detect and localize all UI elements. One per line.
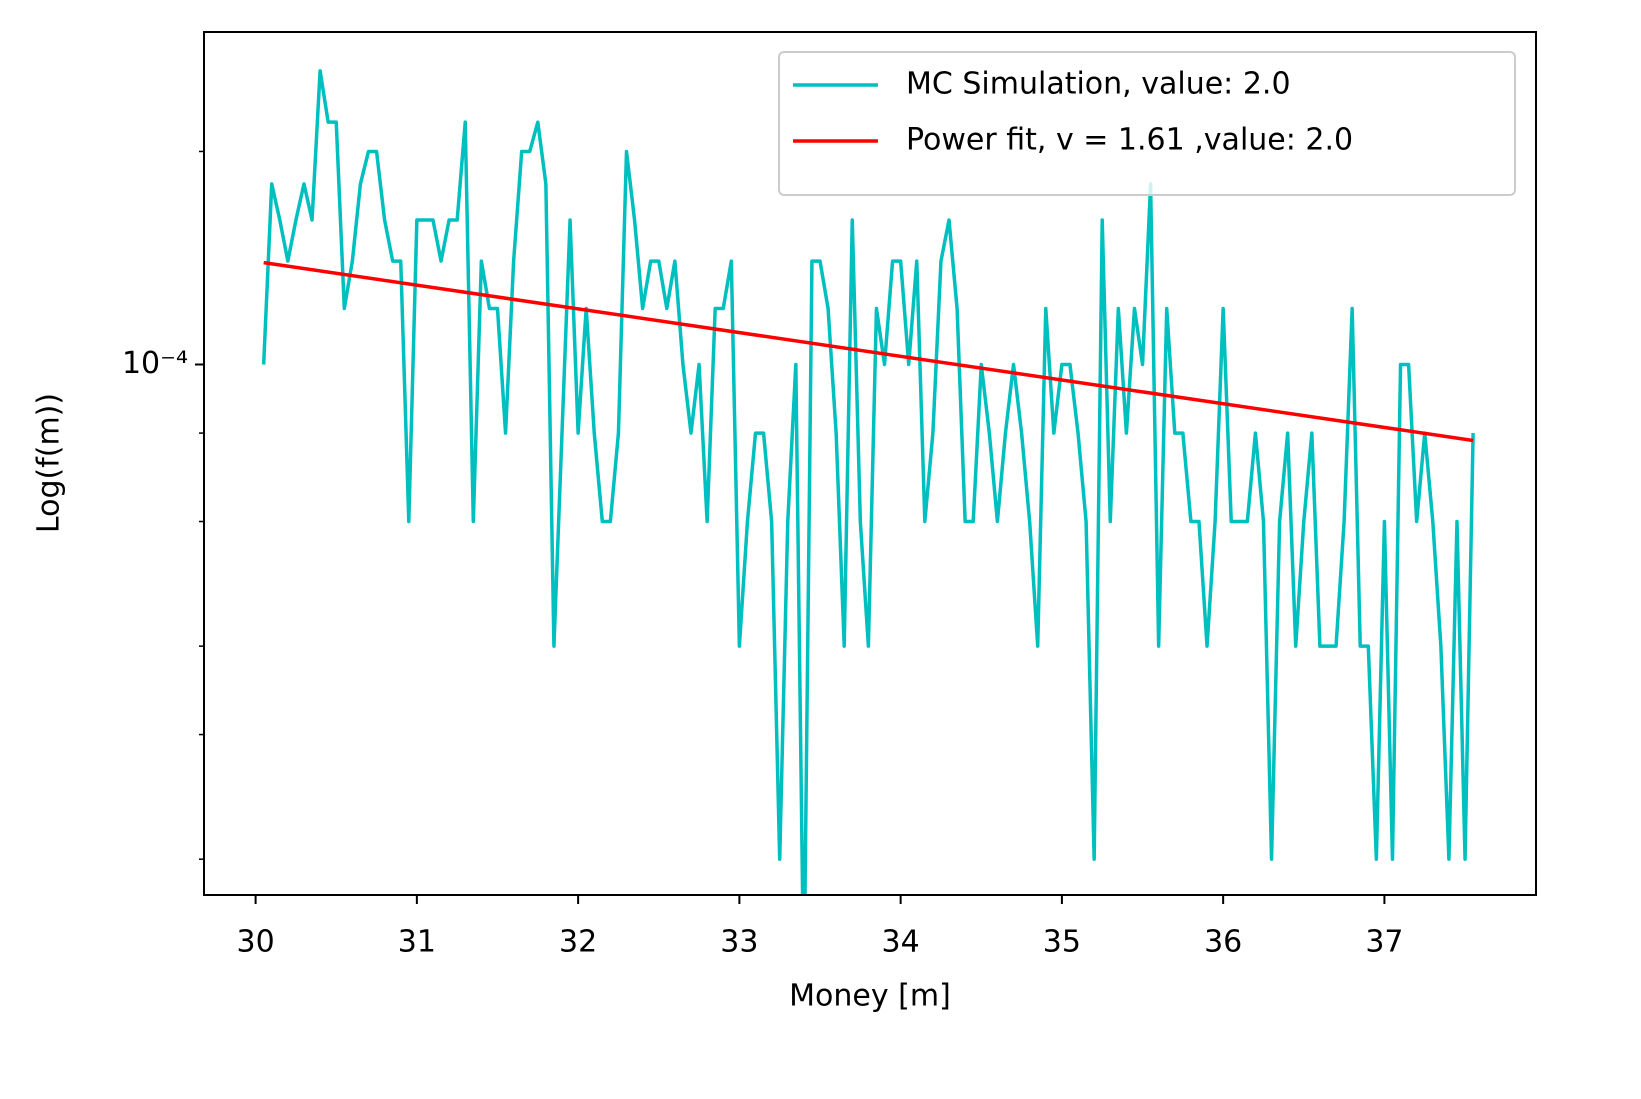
x-tick-label: 30 xyxy=(237,925,275,960)
legend-label: MC Simulation, value: 2.0 xyxy=(906,67,1291,102)
legend-box xyxy=(778,51,1516,196)
plot-area xyxy=(261,69,1475,895)
x-tick-label: 36 xyxy=(1204,925,1242,960)
y-tick-label: 10⁻⁴ xyxy=(122,346,188,381)
y-axis-label: Log(f(m)) xyxy=(32,393,67,533)
x-tick-label: 37 xyxy=(1365,925,1403,960)
x-tick-label: 33 xyxy=(720,925,758,960)
series-line xyxy=(261,69,1475,895)
x-tick-label: 35 xyxy=(1043,925,1081,960)
x-tick-label: 32 xyxy=(559,925,597,960)
plot-frame xyxy=(203,31,1537,896)
series-line xyxy=(263,260,1474,443)
legend-label: Power fit, v = 1.61 ,value: 2.0 xyxy=(906,123,1353,158)
x-tick-label: 31 xyxy=(398,925,436,960)
x-tick-label: 34 xyxy=(882,925,920,960)
x-axis-label: Money [m] xyxy=(789,979,951,1014)
